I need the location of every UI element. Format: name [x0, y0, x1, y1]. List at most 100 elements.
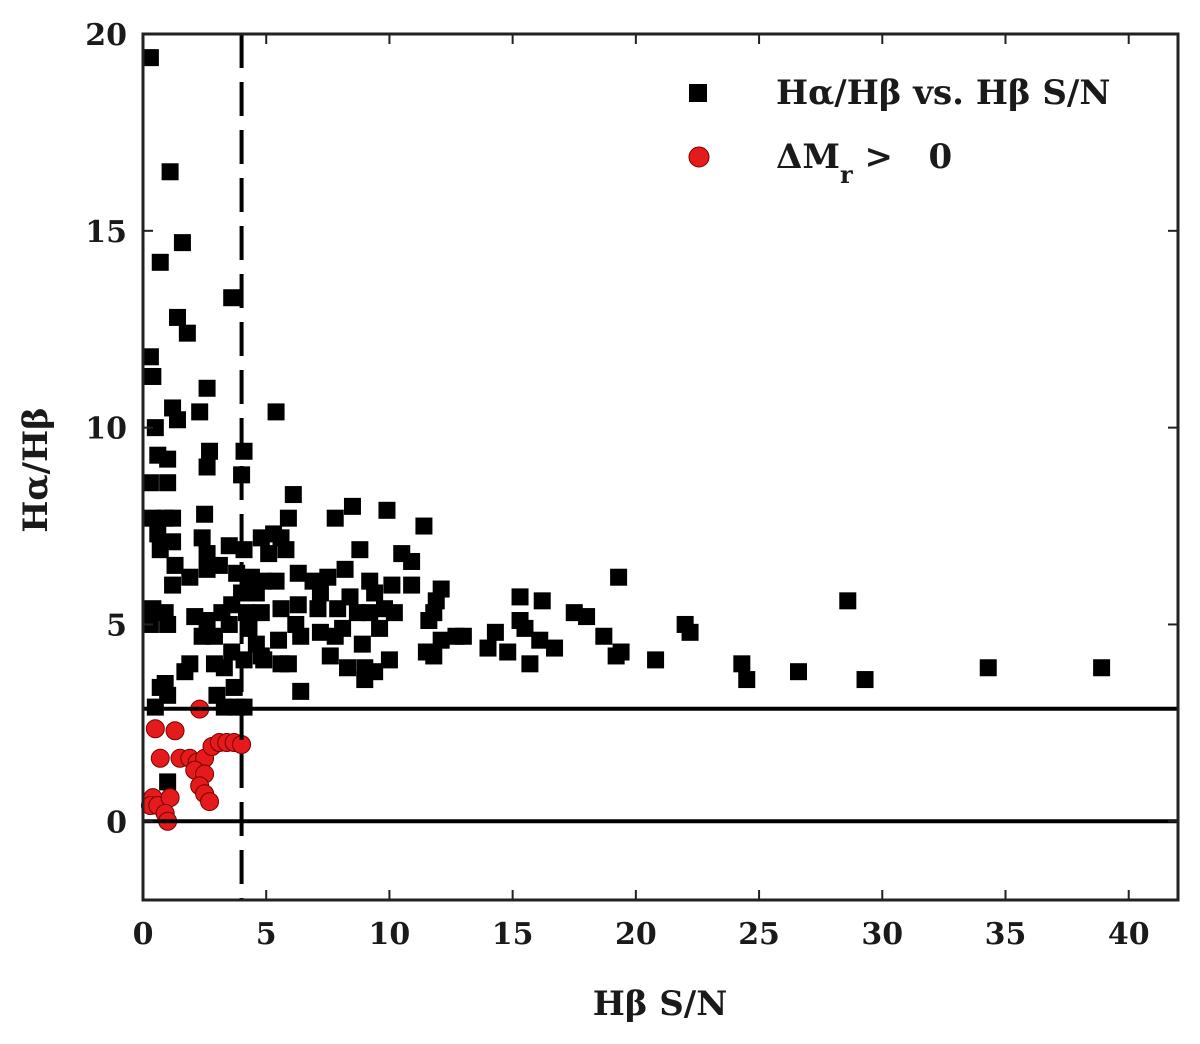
data-point-circle: [145, 719, 165, 739]
x-tick-label: 5: [256, 917, 277, 952]
data-point-square: [336, 560, 354, 578]
data-point-square: [252, 604, 270, 622]
data-point-square: [738, 671, 756, 689]
legend-square-marker: [689, 84, 707, 102]
data-point-square: [856, 671, 874, 689]
y-tick-label: 15: [85, 215, 127, 250]
reference-lines: [143, 34, 1178, 900]
data-point-square: [223, 289, 241, 307]
data-point-square: [225, 678, 243, 696]
x-tick-label: 30: [861, 917, 903, 952]
data-point-square: [533, 592, 551, 610]
data-point-square: [839, 592, 857, 610]
data-point-square: [383, 576, 401, 594]
data-point-square: [353, 635, 371, 653]
data-point-square: [311, 584, 329, 602]
y-axis-label: Hα/Hβ: [16, 407, 56, 532]
x-tick-label: 20: [615, 917, 657, 952]
data-point-square: [267, 403, 285, 421]
data-point-square: [454, 627, 472, 645]
data-point-square: [149, 525, 167, 543]
data-point-square: [486, 623, 504, 641]
data-point-square: [378, 501, 396, 519]
data-point-square: [235, 442, 253, 460]
data-point-square: [146, 419, 164, 437]
data-point-square: [201, 442, 219, 460]
data-point-square: [292, 682, 310, 700]
data-point-square: [270, 631, 288, 649]
data-point-square: [169, 308, 186, 326]
x-tick-label: 10: [369, 917, 411, 952]
data-point-square: [181, 568, 199, 586]
data-point-square: [205, 627, 223, 645]
data-point-square: [366, 584, 384, 602]
data-point-square: [309, 600, 327, 618]
data-point-square: [403, 576, 421, 594]
data-point-square: [521, 655, 539, 673]
data-point-square: [516, 619, 534, 637]
data-point-square: [255, 651, 273, 669]
data-point-square: [215, 659, 233, 677]
data-point-square: [164, 509, 182, 527]
data-point-square: [141, 348, 159, 366]
data-point-square: [343, 497, 361, 515]
legend-label-series-1: Hα/Hβ vs. Hβ S/N: [776, 73, 1110, 113]
plot-frame: [141, 32, 1180, 902]
data-point-square: [284, 486, 302, 504]
data-point-square: [159, 450, 177, 468]
data-point-circle: [200, 792, 220, 812]
y-tick-label: 10: [85, 412, 127, 447]
data-point-square: [432, 631, 450, 649]
data-point-square: [499, 643, 517, 661]
data-point-square: [427, 592, 445, 610]
data-point-square: [176, 663, 194, 681]
data-point-square: [425, 647, 443, 665]
data-point-square: [733, 655, 751, 673]
data-point-square: [223, 596, 241, 614]
data-point-square: [351, 541, 369, 559]
data-point-square: [141, 474, 159, 492]
data-point-square: [479, 639, 497, 657]
legend-circle-marker: [688, 146, 710, 168]
data-point-square: [198, 612, 216, 630]
data-point-square: [198, 458, 216, 476]
data-point-square: [210, 556, 228, 574]
data-point-square: [279, 655, 297, 673]
data-point-square: [193, 529, 211, 547]
x-tick-label: 25: [738, 917, 780, 952]
data-point-square: [196, 505, 214, 523]
data-point-square: [385, 604, 403, 622]
data-point-square: [329, 600, 347, 618]
data-point-square: [380, 651, 398, 669]
axis-ticks: 0 5 10 15 20 25 30 35 40 0 5 10 15 20: [85, 18, 1178, 952]
x-tick-label: 35: [985, 917, 1027, 952]
y-tick-label: 0: [106, 805, 127, 840]
data-point-square: [531, 631, 549, 649]
data-point-square: [178, 324, 196, 342]
data-point-square: [169, 411, 186, 429]
data-point-square: [681, 623, 699, 641]
data-point-square: [159, 615, 177, 633]
data-layer: [140, 49, 1111, 831]
data-point-square: [578, 608, 596, 626]
data-point-square: [235, 651, 253, 669]
x-axis-label: Hβ S/N: [593, 984, 728, 1024]
data-point-square: [220, 615, 238, 633]
data-point-square: [647, 651, 665, 669]
data-point-square: [289, 596, 307, 614]
data-point-square: [235, 541, 253, 559]
data-point-square: [1093, 659, 1111, 677]
y-tick-label: 20: [85, 18, 127, 53]
data-point-square: [339, 659, 357, 677]
data-point-square: [260, 545, 278, 563]
data-point-square: [979, 659, 997, 677]
data-point-square: [159, 474, 177, 492]
data-point-square: [173, 234, 191, 252]
data-point-square: [546, 639, 564, 657]
data-point-square: [415, 517, 433, 535]
x-tick-label: 40: [1108, 917, 1150, 952]
data-point-square: [311, 623, 329, 641]
legend-label-2-prefix: ΔM: [776, 137, 840, 177]
data-point-circle: [165, 721, 185, 741]
